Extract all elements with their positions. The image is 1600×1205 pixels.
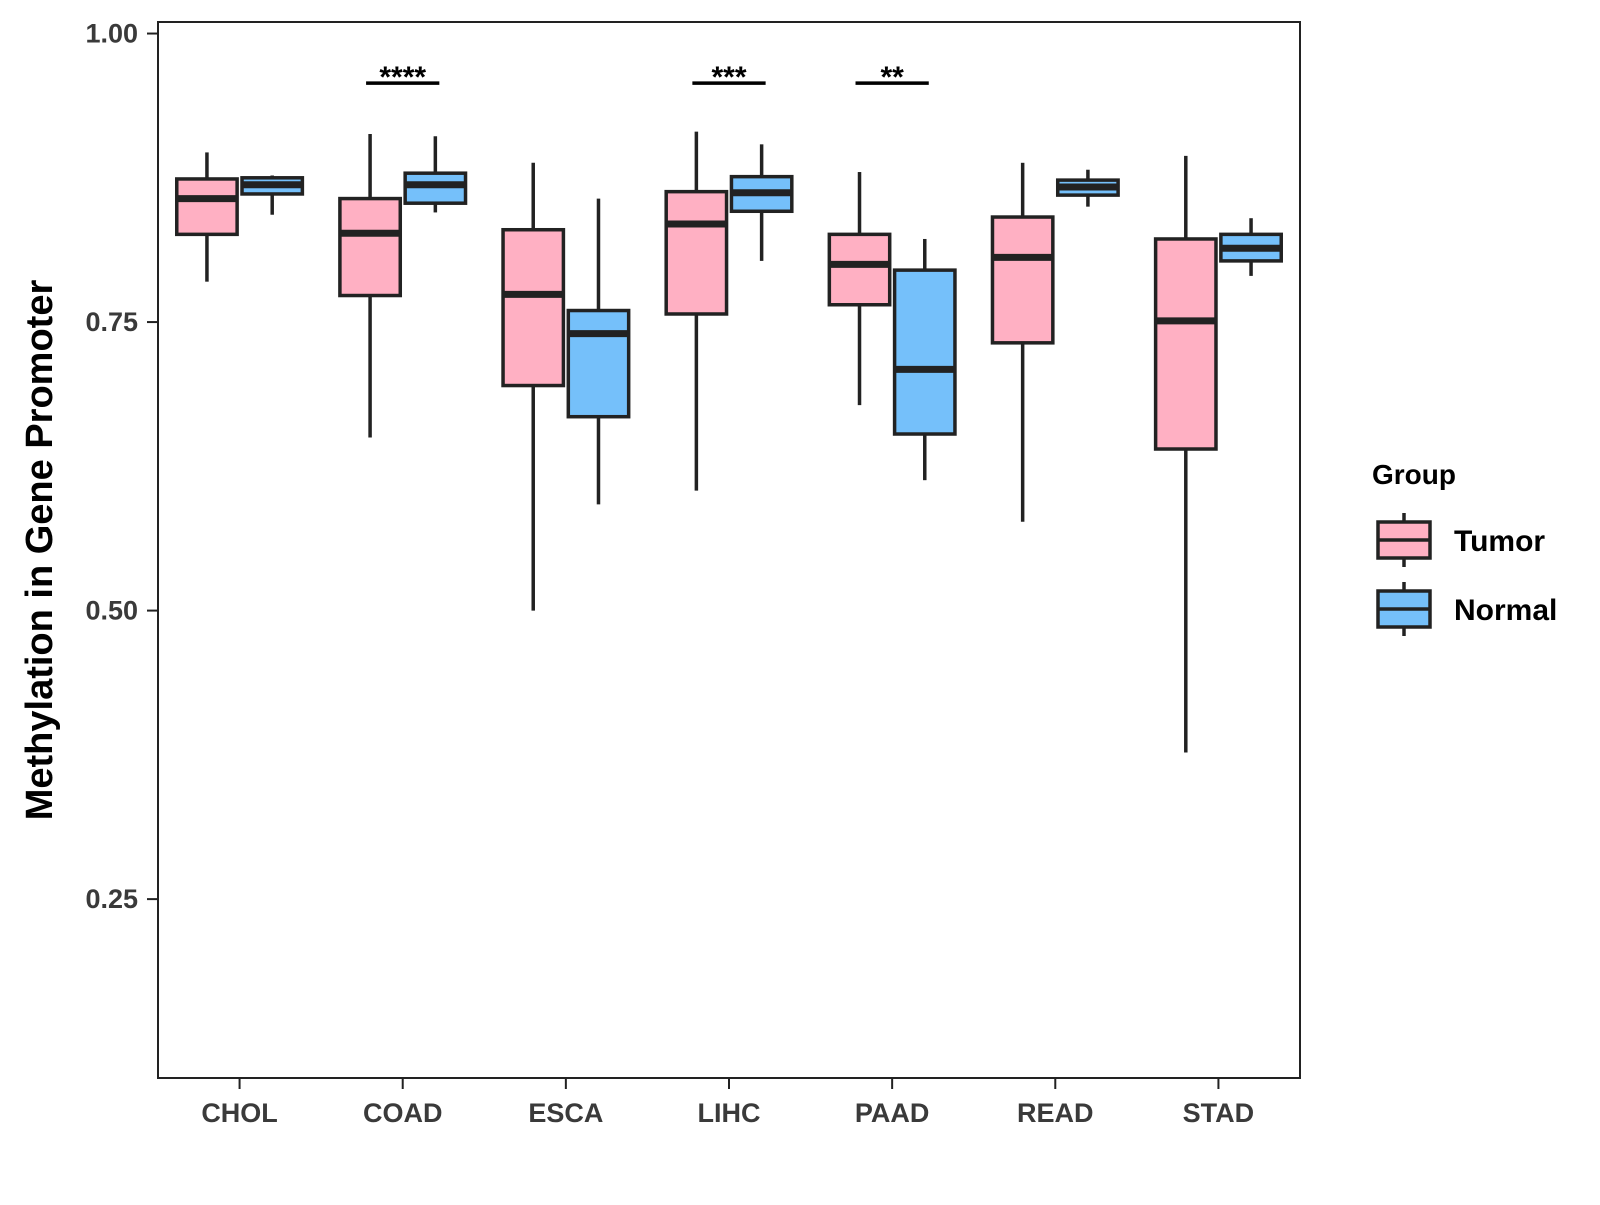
x-tick-label-esca: ESCA xyxy=(528,1098,603,1128)
box-body-chol-tumor xyxy=(175,177,239,237)
box-esca-normal xyxy=(566,198,631,505)
y-axis-title: Methylation in Gene Promoter xyxy=(19,280,61,821)
sig-label-coad: **** xyxy=(379,61,426,94)
box-body-paad-normal xyxy=(892,268,957,436)
legend-item-normal: Normal xyxy=(1376,582,1557,636)
legend-title: Group xyxy=(1372,459,1456,490)
legend-item-tumor: Tumor xyxy=(1376,513,1545,567)
box-chol-normal xyxy=(240,175,305,215)
box-coad-normal xyxy=(403,136,468,213)
box-body-read-tumor xyxy=(990,215,1055,345)
box-coad-tumor xyxy=(338,133,403,438)
x-tick-label-lihc: LIHC xyxy=(698,1098,761,1128)
x-tick-label-paad: PAAD xyxy=(855,1098,930,1128)
box-body-esca-normal xyxy=(566,308,631,419)
box-lihc-normal xyxy=(729,144,794,261)
x-tick-label-chol: CHOL xyxy=(201,1098,278,1128)
box-paad-tumor xyxy=(827,172,892,406)
x-tick-label-read: READ xyxy=(1017,1098,1094,1128)
box-body-lihc-tumor xyxy=(664,189,729,316)
box-chol-tumor xyxy=(175,152,239,282)
box-stad-tumor xyxy=(1153,155,1218,753)
sig-label-paad: ** xyxy=(880,61,904,94)
box-esca-tumor xyxy=(501,162,566,611)
x-tick-label-stad: STAD xyxy=(1183,1098,1255,1128)
x-tick-label-coad: COAD xyxy=(363,1098,443,1128)
sig-label-lihc: *** xyxy=(711,61,746,94)
box-paad-normal xyxy=(892,238,957,481)
box-lihc-tumor xyxy=(664,131,729,491)
y-tick-label-0: 0.25 xyxy=(85,884,138,914)
box-body-paad-tumor xyxy=(827,232,892,307)
y-tick-label-3: 1.00 xyxy=(85,19,138,49)
box-body-esca-tumor xyxy=(501,227,566,388)
box-body-stad-tumor xyxy=(1153,237,1218,451)
legend-label-normal: Normal xyxy=(1454,594,1557,627)
y-tick-label-2: 0.75 xyxy=(85,307,138,337)
box-read-tumor xyxy=(990,162,1055,522)
box-stad-normal xyxy=(1219,218,1283,276)
legend-label-tumor: Tumor xyxy=(1454,525,1545,558)
y-tick-label-1: 0.50 xyxy=(85,596,138,626)
box-body-coad-tumor xyxy=(338,196,403,298)
box-read-normal xyxy=(1055,169,1120,207)
plot-panel xyxy=(157,21,1301,1079)
